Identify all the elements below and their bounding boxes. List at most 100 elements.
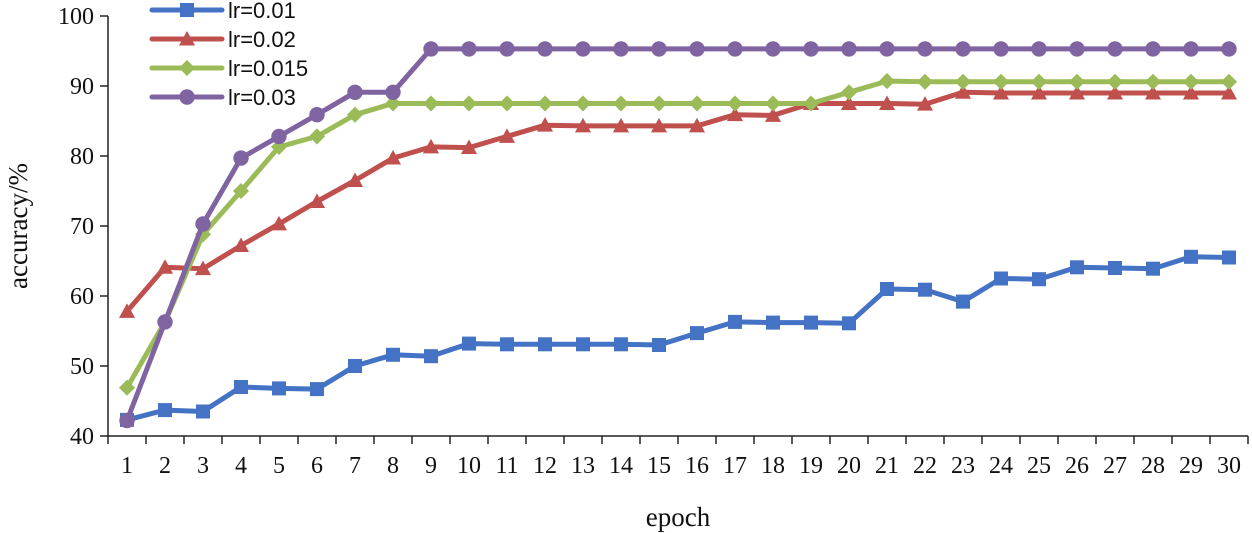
x-tick-label: 21	[875, 453, 899, 479]
data-point	[308, 193, 326, 208]
series-layer	[118, 41, 1238, 429]
data-point	[1030, 73, 1048, 90]
data-point	[1108, 261, 1122, 275]
data-point	[650, 117, 668, 133]
data-point	[840, 84, 858, 101]
data-point	[1220, 84, 1238, 100]
data-point	[840, 95, 858, 110]
data-point	[614, 337, 628, 352]
x-tick-label: 8	[387, 453, 399, 479]
y-tick-label: 80	[70, 144, 94, 170]
data-point	[880, 282, 894, 296]
data-point	[537, 41, 553, 57]
data-point	[955, 41, 971, 57]
data-point	[1106, 73, 1124, 90]
data-point	[651, 41, 667, 57]
data-point	[917, 41, 933, 57]
data-point	[536, 117, 554, 132]
data-point	[1070, 260, 1084, 275]
x-tick-label: 18	[761, 453, 785, 479]
data-point	[804, 315, 818, 330]
data-point	[916, 96, 934, 111]
data-point	[346, 172, 364, 187]
data-point	[1144, 84, 1162, 100]
data-point	[1182, 73, 1200, 90]
legend-item: lr=0.03	[149, 85, 296, 110]
data-point	[538, 337, 552, 352]
data-point	[1068, 84, 1086, 100]
legend-label: lr=0.01	[228, 0, 296, 23]
data-point	[119, 412, 135, 429]
data-point	[1183, 41, 1199, 57]
data-point	[1030, 84, 1048, 100]
data-point	[347, 84, 363, 101]
data-point	[156, 259, 174, 274]
x-tick-label: 25	[1027, 453, 1051, 479]
data-point	[346, 106, 364, 123]
data-point	[650, 95, 668, 112]
data-point	[118, 379, 136, 396]
x-tick-label: 17	[723, 453, 747, 479]
data-point	[918, 282, 932, 297]
legend-marker	[179, 89, 195, 105]
data-point	[803, 41, 819, 57]
x-tick-label: 15	[647, 453, 671, 479]
data-point	[764, 107, 782, 122]
data-point	[766, 315, 780, 330]
data-point	[232, 237, 250, 253]
legend-item: lr=0.02	[149, 27, 296, 52]
x-tick-label: 28	[1141, 453, 1165, 479]
data-point	[271, 128, 287, 145]
data-point	[234, 380, 248, 394]
y-tick-label: 60	[70, 284, 94, 310]
data-point	[726, 95, 744, 112]
data-point	[460, 95, 478, 112]
series-lr-0-02	[118, 84, 1238, 318]
data-point	[574, 117, 592, 133]
data-point	[498, 128, 516, 143]
data-point	[232, 182, 250, 200]
data-point	[764, 95, 782, 112]
data-point	[1031, 41, 1047, 57]
x-tick-label: 2	[159, 453, 171, 479]
data-point	[500, 337, 514, 352]
data-point	[878, 73, 896, 90]
data-point	[688, 117, 706, 133]
x-tick-label: 9	[425, 453, 437, 479]
data-point	[310, 382, 324, 397]
data-point	[1106, 84, 1124, 100]
data-point	[386, 347, 400, 362]
data-point	[536, 95, 554, 112]
data-point	[462, 336, 476, 351]
legend-label: lr=0.02	[228, 27, 296, 52]
data-point	[956, 294, 970, 309]
series-lr-0-015	[118, 73, 1238, 396]
data-point	[1032, 272, 1046, 287]
x-tick-label: 29	[1179, 453, 1203, 479]
data-point	[652, 338, 666, 352]
data-point	[1184, 249, 1198, 264]
y-tick-label: 90	[70, 74, 94, 100]
data-point	[689, 41, 705, 57]
legend-label: lr=0.015	[228, 56, 308, 81]
data-point	[422, 95, 440, 112]
data-point	[690, 326, 704, 341]
data-point	[1222, 250, 1236, 265]
x-tick-label: 12	[533, 453, 557, 479]
data-point	[612, 117, 630, 133]
legend-marker	[178, 59, 196, 77]
data-point	[499, 41, 515, 57]
data-point	[878, 95, 896, 110]
data-point	[992, 73, 1010, 90]
data-point	[1220, 73, 1238, 90]
data-point	[688, 95, 706, 112]
data-point	[954, 73, 972, 90]
data-point	[992, 84, 1010, 100]
series-lr-0-01	[120, 249, 1236, 427]
x-tick-label: 1	[121, 453, 133, 479]
x-tick-label: 11	[495, 453, 518, 479]
x-tick-label: 4	[235, 453, 247, 479]
legend-marker	[178, 30, 196, 46]
series-lr-0-03	[119, 41, 1237, 429]
